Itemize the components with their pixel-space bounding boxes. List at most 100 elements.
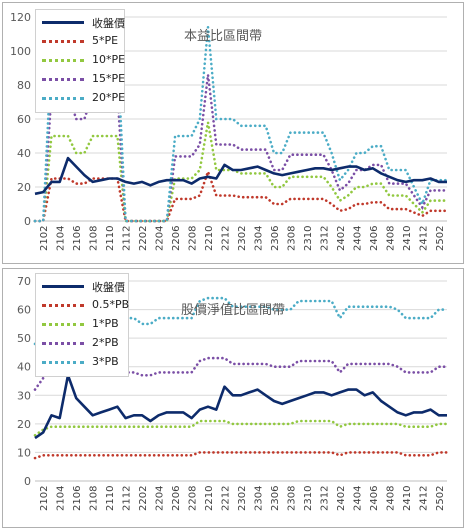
y-tick-label: 0 xyxy=(24,215,31,228)
x-tick-label: 2406 xyxy=(369,486,380,511)
legend-swatch xyxy=(42,285,84,288)
y-tick-label: 30 xyxy=(17,389,31,402)
x-tick-label: 2308 xyxy=(286,486,297,511)
x-tick-label: 2412 xyxy=(418,486,429,511)
legend-item: 20*PE xyxy=(36,89,126,107)
x-tick-label: 2304 xyxy=(253,226,264,251)
y-tick-label: 80 xyxy=(17,79,31,92)
pb-chart-frame: 0 10 20 30 40 50 60 70 2102 2104 2106 2108 2110 2112 2… xyxy=(2,268,464,528)
y-tick-label: 10 xyxy=(17,446,31,459)
legend-item: 3*PB xyxy=(36,353,128,371)
x-tick-label: 2112 xyxy=(122,226,133,251)
pe-chart-legend: 收盤價 5*PE 10*PE 15*PE 20*PE xyxy=(35,9,125,113)
x-tick-label: 2302 xyxy=(237,226,248,251)
x-tick-label: 2210 xyxy=(204,226,215,251)
x-tick-label: 2212 xyxy=(221,226,232,251)
x-tick-label: 2502 xyxy=(435,486,446,511)
x-tick-label: 2410 xyxy=(402,486,413,511)
legend-label: 2*PB xyxy=(92,336,119,349)
x-tick-label: 2202 xyxy=(138,226,149,251)
series-line-1 xyxy=(33,451,449,460)
legend-swatch xyxy=(42,323,84,326)
y-tick-label: 40 xyxy=(17,361,31,374)
x-tick-label: 2202 xyxy=(138,486,149,511)
legend-swatch xyxy=(42,59,84,62)
x-tick-label: 2306 xyxy=(270,486,281,511)
legend-item: 2*PB xyxy=(36,334,128,352)
pb-chart-legend: 收盤價 0.5*PB 1*PB 2*PB 3*PB xyxy=(35,273,129,377)
x-tick-label: 2308 xyxy=(286,226,297,251)
legend-item: 收盤價 xyxy=(36,13,125,31)
x-tick-label: 2404 xyxy=(352,226,363,251)
legend-item: 0.5*PB xyxy=(36,296,130,314)
series-line-0 xyxy=(34,156,447,196)
x-tick-label: 2110 xyxy=(105,226,116,251)
y-tick-label: 50 xyxy=(17,332,31,345)
x-tick-label: 2406 xyxy=(369,226,380,251)
pe-chart-plot: 0 20 40 60 80 100 120 2102 2104 2106 2108 2110 2112 2… xyxy=(10,11,449,251)
x-tick-label: 2102 xyxy=(39,486,50,511)
series-line-3 xyxy=(33,356,449,391)
y-tick-label: 70 xyxy=(17,275,31,288)
y-tick-label: 20 xyxy=(17,181,31,194)
x-tick-label: 2408 xyxy=(385,226,396,251)
x-tick-label: 2208 xyxy=(188,226,199,251)
legend-label: 3*PB xyxy=(92,355,119,368)
x-tick-label: 2404 xyxy=(352,486,363,511)
pe-chart-frame: 0 20 40 60 80 100 120 2102 2104 2106 2108 2110 2112 2… xyxy=(2,2,464,264)
x-tick-label: 2304 xyxy=(253,486,264,511)
y-tick-label: 60 xyxy=(17,304,31,317)
x-tick-label: 2104 xyxy=(56,226,67,251)
x-tick-label: 2402 xyxy=(336,226,347,251)
x-tick-label: 2204 xyxy=(155,486,166,511)
x-tick-label: 2204 xyxy=(155,226,166,251)
x-tick-label: 2112 xyxy=(122,486,133,511)
y-tick-label: 0 xyxy=(24,475,31,488)
x-tick-label: 2306 xyxy=(270,226,281,251)
x-tick-label: 2210 xyxy=(204,486,215,511)
legend-label: 收盤價 xyxy=(92,281,125,294)
x-tick-label: 2102 xyxy=(39,226,50,251)
x-tick-label: 2310 xyxy=(303,226,314,251)
series-line-2 xyxy=(33,419,449,437)
legend-swatch xyxy=(42,40,84,43)
legend-swatch xyxy=(42,78,84,81)
y-tick-label: 40 xyxy=(17,147,31,160)
legend-label: 收盤價 xyxy=(92,17,125,30)
legend-swatch xyxy=(42,342,84,345)
legend-item: 15*PE xyxy=(36,70,126,88)
legend-label: 20*PE xyxy=(92,91,126,104)
x-tick-label: 2402 xyxy=(336,486,347,511)
x-tick-label: 2108 xyxy=(89,486,100,511)
legend-swatch xyxy=(42,304,84,307)
x-tick-label: 2412 xyxy=(418,226,429,251)
x-tick-label: 2106 xyxy=(72,486,83,511)
legend-label: 5*PE xyxy=(92,34,119,47)
pb-chart-title: 股價淨值比區間帶 xyxy=(181,303,286,318)
legend-swatch xyxy=(42,97,84,100)
legend-label: 0.5*PB xyxy=(92,298,130,311)
series-line-1 xyxy=(33,167,449,223)
x-tick-label: 2312 xyxy=(319,226,330,251)
x-tick-label: 2310 xyxy=(303,486,314,511)
x-tick-label: 2502 xyxy=(435,226,446,251)
x-tick-label: 2302 xyxy=(237,486,248,511)
y-tick-label: 120 xyxy=(10,11,31,24)
legend-swatch xyxy=(42,21,84,24)
legend-item: 5*PE xyxy=(36,32,124,50)
legend-item: 收盤價 xyxy=(36,277,128,295)
x-tick-label: 2104 xyxy=(56,486,67,511)
x-tick-label: 2312 xyxy=(319,486,330,511)
legend-item: 10*PE xyxy=(36,51,126,69)
y-tick-label: 60 xyxy=(17,113,31,126)
x-tick-label: 2206 xyxy=(171,486,182,511)
x-tick-label: 2212 xyxy=(221,486,232,511)
x-tick-label: 2106 xyxy=(72,226,83,251)
legend-label: 15*PE xyxy=(92,72,126,85)
y-tick-label: 20 xyxy=(17,418,31,431)
legend-label: 10*PE xyxy=(92,53,126,66)
legend-swatch xyxy=(42,361,84,364)
legend-label: 1*PB xyxy=(92,317,119,330)
x-tick-label: 2108 xyxy=(89,226,100,251)
x-tick-label: 2206 xyxy=(171,226,182,251)
